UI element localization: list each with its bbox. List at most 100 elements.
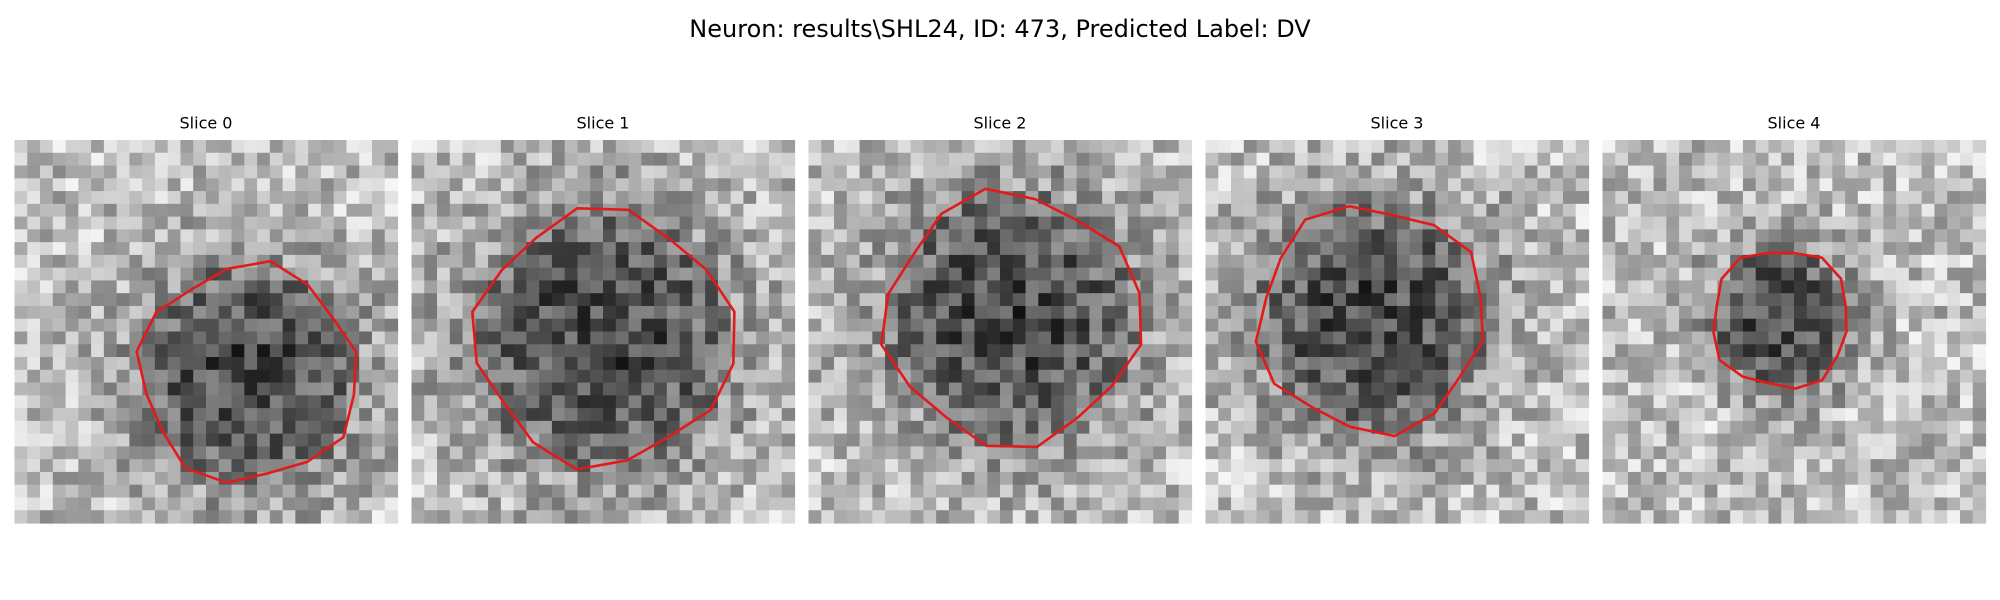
pixel xyxy=(1959,178,1974,192)
pixel xyxy=(603,408,617,422)
pixel xyxy=(1358,140,1373,154)
pixel xyxy=(384,420,399,435)
pixel xyxy=(1486,203,1500,218)
pixel xyxy=(641,433,655,447)
pixel xyxy=(1819,178,1833,192)
pixel xyxy=(1628,395,1642,409)
pixel xyxy=(1307,318,1321,333)
pixel xyxy=(193,497,207,511)
pixel xyxy=(1499,254,1513,269)
pixel xyxy=(424,471,438,486)
pixel xyxy=(52,280,67,294)
pixel xyxy=(27,471,41,486)
pixel xyxy=(1717,305,1731,320)
pixel xyxy=(1575,369,1590,384)
pixel xyxy=(834,331,848,345)
pixel xyxy=(1653,191,1667,205)
pixel xyxy=(1333,408,1347,422)
pixel xyxy=(308,420,322,435)
pixel xyxy=(1768,433,1782,447)
pixel xyxy=(103,420,118,435)
pixel xyxy=(1307,165,1321,179)
pixel xyxy=(1562,357,1577,371)
pixel xyxy=(1320,280,1334,294)
pixel xyxy=(834,229,848,243)
pixel xyxy=(1205,420,1219,435)
pixel xyxy=(1806,216,1821,230)
pixel xyxy=(1972,382,1987,396)
pixel xyxy=(500,344,515,358)
pixel xyxy=(1243,178,1258,192)
pixel xyxy=(1781,305,1795,320)
pixel xyxy=(1730,203,1744,218)
pixel xyxy=(1666,497,1680,511)
pixel xyxy=(1153,254,1167,269)
pixel xyxy=(577,216,591,230)
pixel xyxy=(1422,318,1436,333)
pixel xyxy=(295,293,309,307)
pixel xyxy=(1857,293,1872,307)
pixel xyxy=(1921,459,1936,473)
pixel xyxy=(116,267,130,282)
pixel xyxy=(359,165,373,179)
pixel xyxy=(1114,408,1129,422)
pixel xyxy=(1628,305,1642,320)
pixel xyxy=(730,408,745,422)
pixel xyxy=(1908,446,1923,460)
pixel xyxy=(768,293,783,307)
pixel xyxy=(1448,459,1462,473)
pixel xyxy=(244,433,258,447)
pixel xyxy=(551,382,566,396)
pixel xyxy=(1269,484,1283,499)
pixel xyxy=(1806,140,1821,154)
pixel xyxy=(1781,471,1795,486)
pixel xyxy=(14,433,28,447)
pixel xyxy=(1947,267,1961,282)
pixel xyxy=(730,191,745,205)
pixel xyxy=(1921,305,1936,320)
pixel xyxy=(1755,510,1770,524)
pixel xyxy=(244,178,258,192)
pixel xyxy=(1025,216,1039,230)
pixel xyxy=(1934,471,1948,486)
pixel xyxy=(1294,446,1309,460)
pixel xyxy=(1089,140,1103,154)
pixel xyxy=(628,305,642,320)
pixel xyxy=(371,331,386,345)
pixel xyxy=(206,420,220,435)
pixel xyxy=(1640,165,1655,179)
pixel xyxy=(1282,191,1296,205)
pixel xyxy=(193,229,207,243)
pixel xyxy=(590,280,604,294)
pixel xyxy=(1691,497,1706,511)
pixel xyxy=(193,395,207,409)
pixel xyxy=(1165,280,1180,294)
pixel xyxy=(1282,459,1296,473)
pixel xyxy=(513,510,527,524)
pixel xyxy=(346,191,360,205)
pixel xyxy=(1358,242,1373,256)
pixel xyxy=(1102,510,1116,524)
pixel xyxy=(218,229,233,243)
pixel xyxy=(1063,357,1078,371)
pixel xyxy=(1679,305,1693,320)
pixel xyxy=(282,331,296,345)
pixel xyxy=(1231,395,1245,409)
pixel xyxy=(1307,369,1321,384)
pixel xyxy=(705,471,719,486)
pixel xyxy=(1499,178,1513,192)
pixel xyxy=(846,293,861,307)
pixel xyxy=(1845,267,1859,282)
pixel xyxy=(308,433,322,447)
pixel xyxy=(1562,203,1577,218)
pixel xyxy=(488,357,502,371)
pixel xyxy=(411,369,425,384)
pixel xyxy=(1921,484,1936,499)
pixel xyxy=(1038,280,1052,294)
pixel xyxy=(1755,420,1770,435)
pixel xyxy=(1448,382,1462,396)
pixel xyxy=(1384,216,1398,230)
pixel xyxy=(1231,497,1245,511)
pixel xyxy=(1448,497,1462,511)
pixel xyxy=(384,497,399,511)
